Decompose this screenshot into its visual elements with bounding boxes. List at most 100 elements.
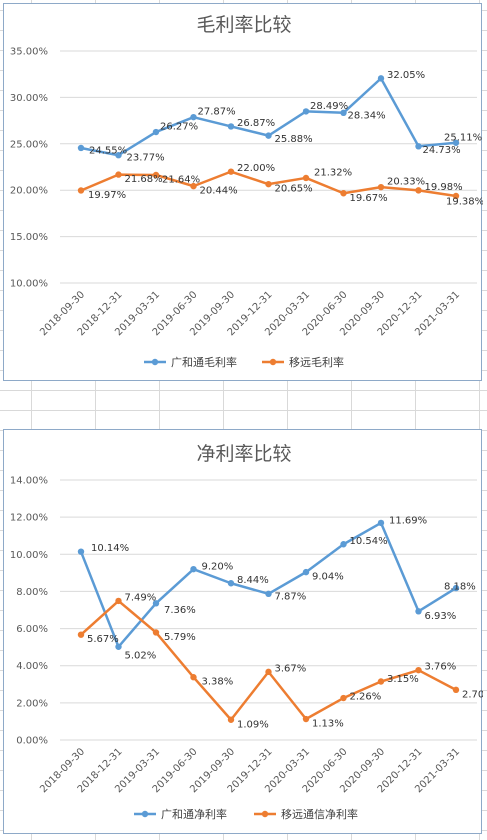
- data-point[interactable]: [265, 590, 272, 598]
- data-label: 2.26%: [350, 692, 382, 703]
- data-point[interactable]: [115, 171, 122, 178]
- data-point[interactable]: [152, 629, 160, 636]
- data-label: 9.04%: [312, 572, 344, 583]
- y-tick-label: 15.00%: [10, 232, 48, 243]
- data-label: 1.09%: [237, 719, 269, 730]
- data-point[interactable]: [190, 674, 197, 681]
- data-label: 25.88%: [275, 134, 313, 145]
- data-point[interactable]: [265, 180, 272, 188]
- data-label: 21.64%: [162, 174, 200, 185]
- gross-margin-chart[interactable]: 毛利率比较 10.00% 15.00% 20.00% 25.00% 30.00% 35.0…: [3, 3, 483, 381]
- data-point[interactable]: [415, 143, 422, 150]
- data-point[interactable]: [340, 541, 347, 548]
- data-point[interactable]: [377, 678, 385, 685]
- data-point[interactable]: [227, 580, 235, 587]
- y-tick-label: 0.00%: [16, 736, 48, 747]
- data-point[interactable]: [340, 109, 347, 117]
- data-label: 26.87%: [237, 118, 275, 129]
- data-point[interactable]: [265, 132, 272, 139]
- data-point[interactable]: [77, 144, 85, 152]
- data-label: 5.02%: [125, 650, 157, 661]
- data-point[interactable]: [452, 584, 460, 592]
- y-tick-label: 6.00%: [16, 624, 48, 635]
- data-label: 19.98%: [425, 182, 463, 193]
- data-label: 26.27%: [160, 122, 198, 133]
- data-label: 5.67%: [87, 634, 119, 645]
- data-point[interactable]: [152, 128, 160, 136]
- data-label: 32.05%: [387, 70, 425, 81]
- data-label: 20.33%: [387, 177, 425, 188]
- data-label: 3.38%: [202, 677, 234, 688]
- y-tick-label: 14.00%: [10, 476, 48, 487]
- net-margin-chart-svg: 净利率比较 0.00% 2.00% 4.00% 6.00% 8.00% 10.00% 12.…: [10, 443, 483, 821]
- data-point[interactable]: [77, 187, 85, 194]
- y-tick-label: 10.00%: [10, 279, 48, 290]
- data-point[interactable]: [415, 187, 422, 194]
- y-tick-label: 12.00%: [10, 513, 48, 524]
- data-point[interactable]: [190, 565, 197, 573]
- legend-label[interactable]: 移远毛利率: [289, 355, 344, 369]
- data-label: 28.49%: [310, 101, 348, 112]
- data-point[interactable]: [377, 519, 385, 527]
- data-point[interactable]: [302, 568, 310, 576]
- data-label: 10.14%: [91, 543, 129, 554]
- data-point[interactable]: [377, 183, 385, 191]
- data-label: 7.36%: [164, 605, 196, 616]
- data-point[interactable]: [227, 716, 235, 723]
- data-point[interactable]: [302, 715, 310, 723]
- data-label: 5.79%: [164, 632, 196, 643]
- data-point[interactable]: [227, 168, 235, 175]
- data-point[interactable]: [415, 666, 422, 674]
- data-label: 7.87%: [275, 591, 307, 602]
- legend-label[interactable]: 移远通信净利率: [281, 807, 358, 821]
- data-point[interactable]: [452, 139, 460, 146]
- data-label: 11.69%: [389, 515, 427, 526]
- data-point[interactable]: [190, 113, 197, 121]
- data-label: 19.38%: [446, 196, 483, 207]
- data-label: 3.67%: [275, 663, 307, 674]
- y-tick-label: 2.00%: [16, 698, 48, 709]
- y-tick-label: 20.00%: [10, 186, 48, 197]
- data-point[interactable]: [152, 171, 160, 179]
- y-tick-label: 25.00%: [10, 139, 48, 150]
- data-point[interactable]: [340, 694, 347, 702]
- data-label: 27.87%: [198, 107, 236, 118]
- data-point[interactable]: [115, 597, 122, 605]
- data-label: 6.93%: [425, 611, 457, 622]
- data-label: 7.49%: [125, 592, 157, 603]
- net-margin-chart[interactable]: 净利率比较 0.00% 2.00% 4.00% 6.00% 8.00% 10.00% 12.…: [3, 429, 483, 834]
- data-label: 19.97%: [88, 190, 126, 201]
- data-point[interactable]: [377, 75, 385, 82]
- data-label: 28.34%: [348, 110, 386, 121]
- data-label: 23.77%: [127, 153, 165, 164]
- data-point[interactable]: [340, 190, 347, 197]
- legend-label[interactable]: 广和通毛利率: [171, 355, 237, 369]
- data-label: 3.76%: [425, 662, 457, 673]
- data-point[interactable]: [415, 608, 422, 615]
- data-point[interactable]: [115, 152, 122, 159]
- legend-marker: [269, 358, 277, 366]
- data-point[interactable]: [77, 631, 85, 638]
- data-point[interactable]: [152, 600, 160, 607]
- y-tick-label: 35.00%: [10, 47, 48, 58]
- data-label: 20.65%: [275, 184, 313, 195]
- data-point[interactable]: [302, 108, 310, 115]
- data-point[interactable]: [77, 548, 85, 555]
- data-point[interactable]: [190, 182, 197, 190]
- y-tick-label: 4.00%: [16, 661, 48, 672]
- legend-label[interactable]: 广和通净利率: [161, 807, 227, 821]
- data-label: 25.11%: [444, 132, 482, 143]
- data-label: 22.00%: [237, 163, 275, 174]
- data-point[interactable]: [302, 174, 310, 182]
- data-point[interactable]: [452, 192, 460, 200]
- y-tick-label: 30.00%: [10, 93, 48, 104]
- data-point[interactable]: [265, 668, 272, 676]
- y-tick-label: 10.00%: [10, 550, 48, 561]
- data-point[interactable]: [452, 686, 460, 694]
- data-label: 20.44%: [200, 186, 238, 197]
- data-label: 3.15%: [387, 674, 419, 685]
- data-label: 21.68%: [125, 174, 163, 185]
- data-point[interactable]: [227, 123, 235, 130]
- data-point[interactable]: [115, 643, 122, 650]
- data-label: 8.44%: [237, 575, 269, 586]
